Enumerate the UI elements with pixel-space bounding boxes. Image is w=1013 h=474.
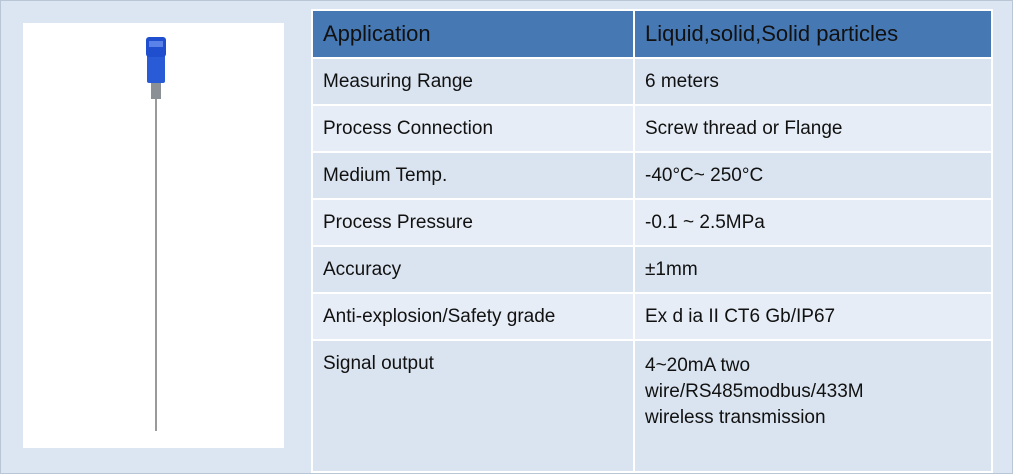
value-cell: 6 meters [634,58,992,105]
label-cell: Accuracy [312,246,634,293]
value-text: Ex d ia II CT6 Gb/IP67 [645,306,835,327]
label-cell: Measuring Range [312,58,634,105]
value-cell: Screw thread or Flange [634,105,992,152]
label-text: Process Pressure [323,212,473,233]
label-text: Process Connection [323,118,493,139]
value-text: Screw thread or Flange [645,118,843,139]
spec-row: Medium Temp. -40°C~ 250°C [312,152,992,199]
value-text: -0.1 ~ 2.5MPa [645,212,765,233]
value-cell: Liquid,solid,Solid particles [634,10,992,58]
label-cell: Application [312,10,634,58]
value-text: Liquid,solid,Solid particles [645,21,898,46]
value-cell: ±1mm [634,246,992,293]
label-text: Application [323,21,431,46]
product-photo [23,23,284,448]
label-cell: Process Connection [312,105,634,152]
frame: Application Liquid,solid,Solid particles M… [0,0,1013,474]
label-text: Signal output [323,353,434,374]
value-text: 6 meters [645,71,719,92]
label-cell: Process Pressure [312,199,634,246]
value-text: 4~20mA two wire/RS485modbus/433M wireles… [645,353,935,431]
value-cell: 4~20mA two wire/RS485modbus/433M wireles… [634,340,992,472]
spec-row: Anti-explosion/Safety grade Ex d ia II CT… [312,293,992,340]
spec-row: Measuring Range 6 meters [312,58,992,105]
label-text: Medium Temp. [323,165,447,186]
spec-row: Accuracy ±1mm [312,246,992,293]
label-cell: Anti-explosion/Safety grade [312,293,634,340]
label-cell: Medium Temp. [312,152,634,199]
label-text: Accuracy [323,259,401,280]
value-cell: Ex d ia II CT6 Gb/IP67 [634,293,992,340]
value-text: -40°C~ 250°C [645,165,763,186]
label-text: Anti-explosion/Safety grade [323,306,555,327]
value-cell: -0.1 ~ 2.5MPa [634,199,992,246]
label-cell: Signal output [312,340,634,472]
probe-image [23,23,284,448]
page: Application Liquid,solid,Solid particles M… [0,0,1013,474]
spec-row: Process Pressure -0.1 ~ 2.5MPa [312,199,992,246]
label-text: Measuring Range [323,71,473,92]
spec-table: Application Liquid,solid,Solid particles M… [311,9,993,473]
value-cell: -40°C~ 250°C [634,152,992,199]
value-text: ±1mm [645,259,698,280]
spec-row: Signal output 4~20mA two wire/RS485modbus… [312,340,992,472]
header-row: Application Liquid,solid,Solid particles [312,10,992,58]
spec-row: Process Connection Screw thread or Flange [312,105,992,152]
